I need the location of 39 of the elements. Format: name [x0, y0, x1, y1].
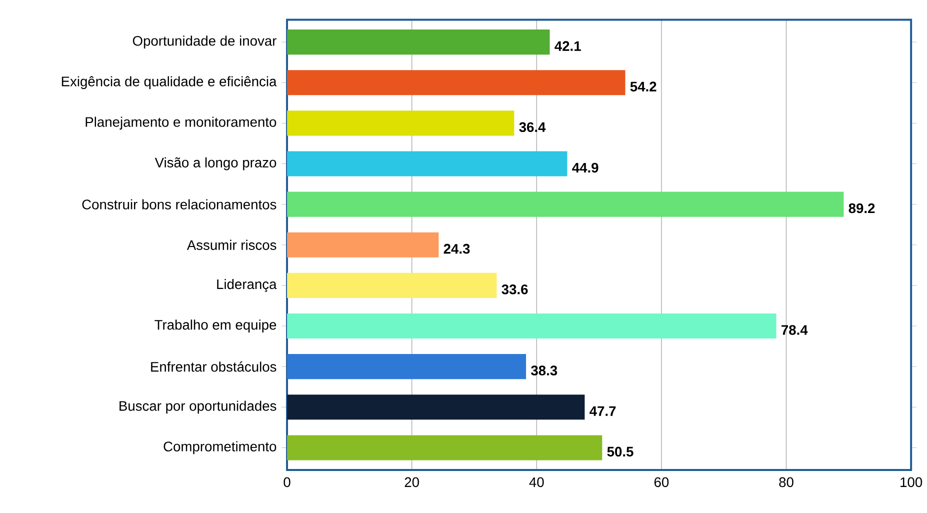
y-tick-label: Buscar por oportunidades — [120, 400, 276, 414]
data-label: 44.9 — [572, 162, 598, 172]
data-label: 47.7 — [590, 406, 616, 416]
x-tick-label: 40 — [529, 477, 544, 487]
bar — [287, 70, 626, 95]
data-label: 42.1 — [554, 40, 581, 51]
bar — [287, 151, 568, 176]
y-tick-label: Trabalho em equipe — [154, 319, 276, 332]
x-tick-label: 0 — [284, 477, 290, 487]
bar — [287, 110, 514, 136]
data-label: 54.2 — [630, 81, 656, 92]
y-tick-label: Construir bons relacionamentos — [82, 199, 276, 210]
y-tick-label: Enfrentar obstáculos — [151, 361, 276, 372]
bar — [287, 434, 602, 460]
bar — [287, 354, 526, 379]
data-label: 36.4 — [519, 122, 546, 132]
y-tick-label: Oportunidade de inovar — [132, 35, 276, 48]
data-label: 89.2 — [848, 203, 875, 213]
y-tick-label: Liderança — [217, 278, 277, 292]
data-label: 24.3 — [444, 244, 470, 254]
x-tick-label: 80 — [779, 477, 794, 487]
data-label: 50.5 — [607, 446, 634, 456]
y-tick-label: Assumir riscos — [186, 240, 276, 250]
y-tick-label: Comprometimento — [164, 441, 276, 454]
y-tick-label: Planejamento e monitoramento — [86, 116, 276, 130]
bar — [287, 29, 550, 54]
x-tick-label: 20 — [404, 477, 419, 487]
bar — [287, 192, 844, 217]
y-tick-label: Visão a longo prazo — [154, 157, 276, 170]
data-label: 78.4 — [782, 324, 808, 335]
y-tick-label: Exigência de qualidade e eficiência — [62, 76, 277, 89]
bar — [287, 272, 497, 298]
bar — [287, 232, 439, 258]
x-tick-label: 100 — [900, 477, 922, 487]
data-label: 33.6 — [502, 284, 528, 294]
x-tick-label: 60 — [654, 477, 669, 487]
data-label: 38.3 — [530, 365, 558, 376]
bar — [287, 313, 776, 338]
bar — [287, 394, 585, 420]
